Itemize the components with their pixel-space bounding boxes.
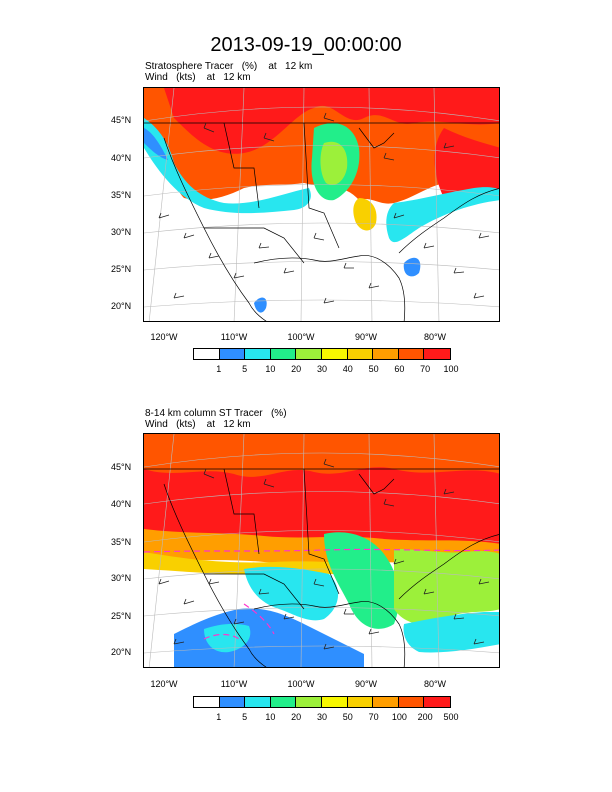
- map-title: 2013-09-19_00:00:00: [210, 34, 402, 56]
- panel1-lat-label-40: 40°N: [111, 153, 132, 163]
- colorbar-tick-label: 10: [265, 712, 276, 722]
- panel1-colorbar: [193, 348, 451, 360]
- colorbar-tick-label: 1: [216, 712, 222, 722]
- coastlines: [144, 122, 499, 321]
- colorbar-swatch: [219, 349, 246, 359]
- panel2-lat-label-35: 35°N: [111, 537, 132, 547]
- panel2-lat-label-45: 45°N: [111, 462, 132, 472]
- colorbar-tick-label: 20: [291, 712, 302, 722]
- colorbar-tick-label: 5: [242, 364, 248, 374]
- panel1-lat-label-25: 25°N: [111, 264, 132, 274]
- colorbar-swatch: [398, 349, 425, 359]
- coastlines-2: [144, 468, 499, 667]
- tracer-column-cyan: [244, 566, 339, 621]
- panel1-map: [143, 87, 500, 322]
- panel2-subtitle-tracer: 8-14 km column ST Tracer (%): [145, 408, 287, 419]
- colorbar-swatch: [373, 697, 399, 707]
- colorbar-swatch: [270, 349, 297, 359]
- tracer-region-blue-south: [254, 297, 267, 313]
- panel2-colorbar: [193, 696, 451, 708]
- tracer-column-yellowgreen: [394, 549, 499, 625]
- colorbar-tick-label: 500: [443, 712, 459, 722]
- colorbar-swatch: [321, 349, 348, 359]
- tracer-column-green: [324, 532, 400, 629]
- wind-barbs: [158, 112, 490, 304]
- colorbar-tick-label: 70: [368, 712, 379, 722]
- colorbar-swatch: [270, 697, 297, 707]
- colorbar-swatch: [219, 697, 246, 707]
- panel1-lon-label-80: 80°W: [423, 332, 447, 342]
- tracer-column-high-north: [144, 434, 499, 477]
- colorbar-tick-label: 40: [342, 364, 353, 374]
- panel1-lat-label-45: 45°N: [111, 115, 132, 125]
- tracer-region-yellowgreen: [320, 141, 348, 185]
- colorbar-tick-label: 200: [417, 712, 433, 722]
- colorbar-swatch: [424, 697, 450, 707]
- tracer-region-east: [434, 128, 499, 198]
- colorbar-swatch: [245, 349, 271, 359]
- colorbar-swatch: [296, 349, 322, 359]
- panel2-map: [143, 433, 500, 668]
- colorbar-tick-label: 30: [316, 712, 328, 722]
- colorbar-tick-label: 1: [216, 364, 222, 374]
- panel2-lon-label-120: 120°W: [150, 679, 178, 689]
- panel1-lon-label-120: 120°W: [150, 332, 178, 342]
- panel1-lat-label-20: 20°N: [111, 301, 132, 311]
- panel2-lat-label-20: 20°N: [111, 647, 132, 657]
- panel1-lat-label-35: 35°N: [111, 190, 132, 200]
- wind-barbs-2: [158, 458, 490, 650]
- tropopause-contours: [144, 548, 499, 640]
- colorbar-swatch: [398, 697, 425, 707]
- colorbar-tick-label: 50: [342, 712, 353, 722]
- tracer-region-blue-gulf: [403, 257, 421, 277]
- colorbar-tick-label: 100: [443, 364, 459, 374]
- colorbar-swatch: [194, 697, 220, 707]
- panel2-lat-label-40: 40°N: [111, 499, 132, 509]
- panel1-lat-label-30: 30°N: [111, 227, 132, 237]
- tracer-region-max: [164, 88, 499, 154]
- colorbar-swatch: [373, 349, 399, 359]
- colorbar-tick-label: 10: [265, 364, 276, 374]
- colorbar-swatch: [424, 349, 450, 359]
- panel2-lon-label-80: 80°W: [423, 679, 447, 689]
- panel1-lon-label-90: 90°W: [354, 332, 378, 342]
- panel2-subtitle-wind: Wind (kts) at 12 km: [145, 419, 251, 430]
- colorbar-swatch: [194, 349, 220, 359]
- tracer-column-cyan-south: [204, 623, 251, 653]
- colorbar-tick-label: 30: [316, 364, 328, 374]
- panel2-lon-label-90: 90°W: [354, 679, 378, 689]
- colorbar-tick-label: 5: [242, 712, 248, 722]
- colorbar-swatch: [347, 349, 374, 359]
- panel1-subtitle-wind: Wind (kts) at 12 km: [145, 72, 251, 83]
- colorbar-tick-label: 100: [391, 712, 407, 722]
- panel1-lon-label-100: 100°W: [287, 332, 315, 342]
- tracer-region-cyan: [144, 118, 311, 214]
- colorbar-tick-label: 50: [368, 364, 379, 374]
- colorbar-swatch: [321, 697, 348, 707]
- panel2-lon-label-100: 100°W: [287, 679, 315, 689]
- colorbar-tick-label: 20: [291, 364, 302, 374]
- panel2-lon-label-110: 110°W: [220, 679, 248, 689]
- tracer-region-blue-west: [144, 128, 168, 160]
- tracer-column-cyan-east: [403, 612, 499, 653]
- colorbar-swatch: [245, 697, 271, 707]
- tracer-column-blue-south: [174, 608, 364, 667]
- panel1-lon-label-110: 110°W: [220, 332, 248, 342]
- colorbar-swatch: [347, 697, 374, 707]
- colorbar-tick-label: 60: [394, 364, 405, 374]
- colorbar-swatch: [296, 697, 322, 707]
- tracer-region-cyan-east: [386, 187, 499, 243]
- panel1-subtitle-tracer: Stratosphere Tracer (%) at 12 km: [145, 61, 313, 72]
- panel2-lat-label-30: 30°N: [111, 573, 132, 583]
- colorbar-tick-label: 70: [420, 364, 431, 374]
- panel2-lat-label-25: 25°N: [111, 611, 132, 621]
